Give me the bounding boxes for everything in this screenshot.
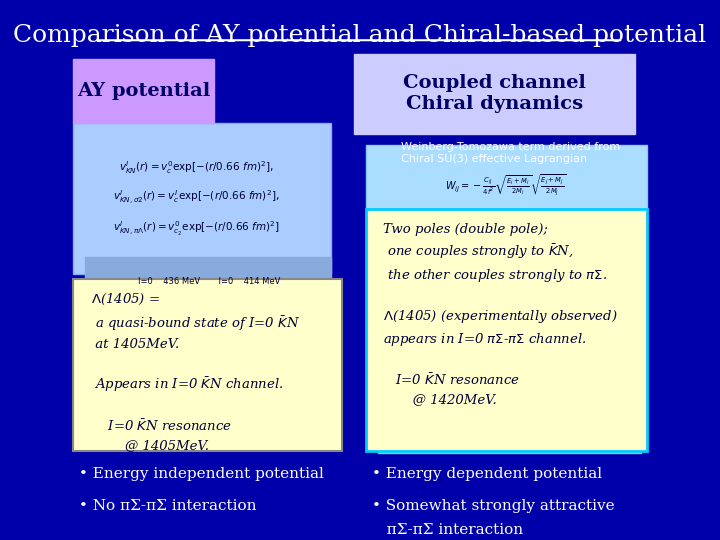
FancyBboxPatch shape: [354, 53, 635, 134]
Text: $v^I_{KN}(r)=v^0_c\exp[-(r/0.66\ fm)^2],$

$v^I_{KN,\sigma2}(r) = v^I_c\exp[-(r/: $v^I_{KN}(r)=v^0_c\exp[-(r/0.66\ fm)^2],…: [113, 159, 279, 238]
Text: • Energy independent potential: • Energy independent potential: [79, 467, 324, 481]
Text: • No πΣ-πΣ interaction: • No πΣ-πΣ interaction: [79, 499, 257, 513]
Text: Weinberg-Tomozawa term derived from
Chiral SU(3) effective Lagrangian: Weinberg-Tomozawa term derived from Chir…: [401, 142, 620, 164]
Text: • Energy dependent potential: • Energy dependent potential: [372, 467, 602, 481]
Text: $\Lambda$(1405) =
 a quasi-bound state of I=0 $\bar{K}$N
 at 1405MeV.

 Appears : $\Lambda$(1405) = a quasi-bound state of…: [91, 292, 300, 452]
Text: Two poles (double pole);
 one couples strongly to $\bar{K}$N,
 the other couples: Two poles (double pole); one couples str…: [383, 222, 618, 406]
Text: πΣ-πΣ interaction: πΣ-πΣ interaction: [372, 523, 523, 537]
Text: • Somewhat strongly attractive: • Somewhat strongly attractive: [372, 499, 614, 513]
FancyBboxPatch shape: [73, 59, 214, 123]
FancyBboxPatch shape: [73, 279, 343, 450]
FancyBboxPatch shape: [366, 145, 647, 225]
FancyBboxPatch shape: [73, 123, 330, 274]
Text: I=0    436 MeV       I=0    414 MeV: I=0 436 MeV I=0 414 MeV: [138, 277, 280, 286]
Text: Coupled channel
Chiral dynamics: Coupled channel Chiral dynamics: [403, 75, 586, 113]
FancyBboxPatch shape: [377, 410, 641, 453]
Text: $W_{ij} = -\frac{C_{ij}}{4f^2}\sqrt{\frac{E_i+M_i}{2M_i}}\sqrt{\frac{E_j+M_j}{2M: $W_{ij} = -\frac{C_{ij}}{4f^2}\sqrt{\fra…: [445, 172, 567, 198]
Text: AY potential: AY potential: [77, 82, 210, 100]
FancyBboxPatch shape: [85, 258, 330, 306]
Text: Comparison of AY potential and Chiral-based potential: Comparison of AY potential and Chiral-ba…: [14, 24, 706, 47]
FancyBboxPatch shape: [366, 209, 647, 450]
